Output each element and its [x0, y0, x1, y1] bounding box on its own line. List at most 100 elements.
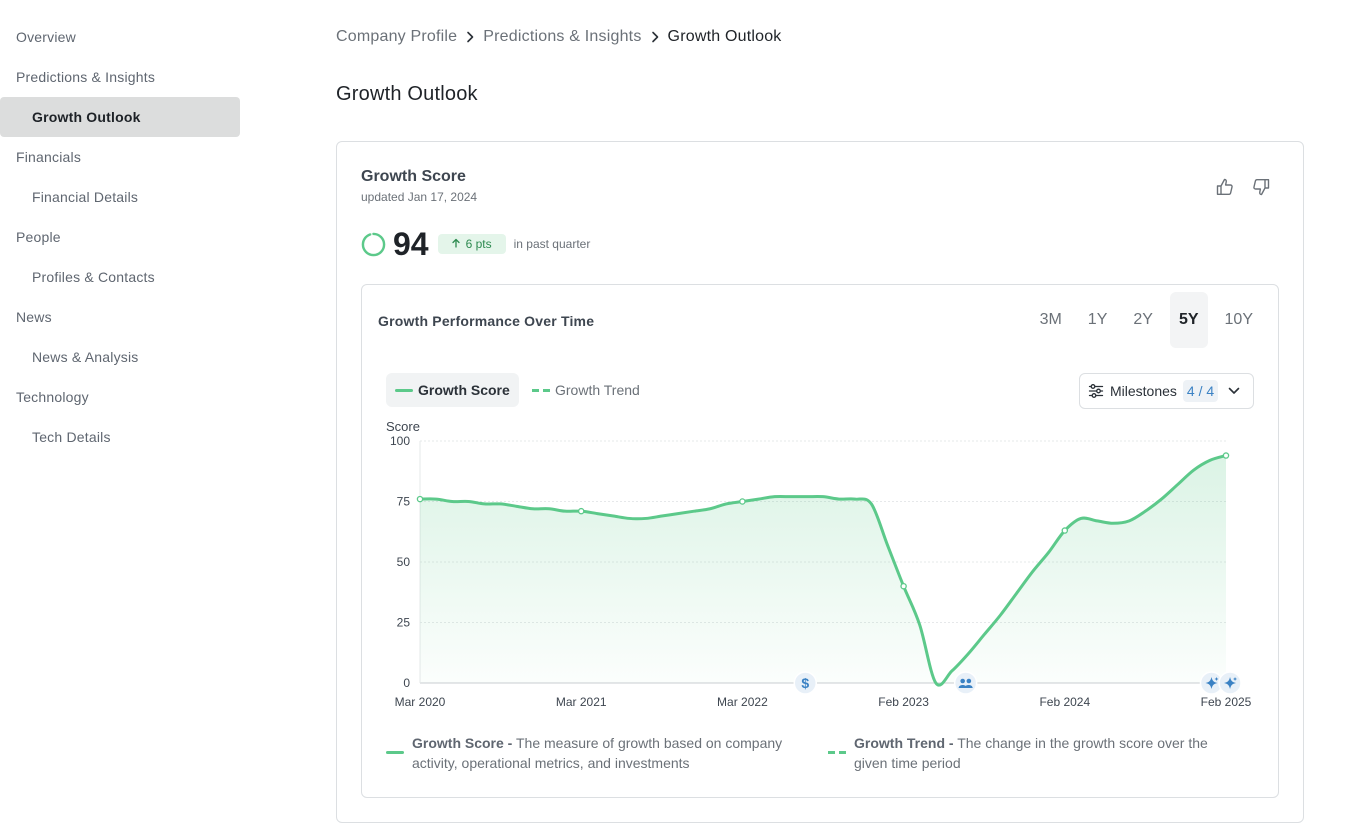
sidebar-item-tech-details[interactable]: Tech Details	[0, 417, 240, 457]
milestone-sparkle-icon[interactable]	[1218, 671, 1242, 695]
footer-trend-title: Growth Trend -	[854, 735, 954, 751]
sidebar-item-label: Profiles & Contacts	[32, 269, 155, 285]
y-axis-label: Score	[386, 419, 420, 434]
growth-score-card: Growth Score updated Jan 17, 2024 94 6 p…	[336, 141, 1304, 823]
growth-score-chart: Score 0 25 50 75 100 $ Mar 2020 Mar 2021 Mar 2…	[386, 419, 1252, 709]
data-point	[739, 498, 746, 505]
legend-swatch-dashed	[532, 388, 550, 392]
range-tab-5y[interactable]: 5Y	[1169, 292, 1208, 348]
sidebar-item-label: Predictions & Insights	[16, 69, 156, 85]
person-body	[958, 685, 973, 688]
footer-trend-desc: The change in the growth score over the …	[854, 735, 1208, 771]
milestone-sparkle-icon[interactable]	[1199, 671, 1224, 695]
milestones-label: Milestones	[1110, 383, 1177, 399]
thumbs-down-icon[interactable]	[1249, 175, 1273, 199]
range-tab-10y[interactable]: 10Y	[1224, 311, 1253, 328]
footer-score-title: Growth Score -	[412, 735, 513, 751]
milestones-count: 4 / 4	[1182, 380, 1219, 402]
person-head	[960, 678, 965, 684]
updated-date: updated Jan 17, 2024	[361, 190, 478, 204]
x-tick-label: Feb 2025	[1201, 695, 1252, 709]
sparkle-glyph	[1224, 677, 1237, 689]
score-ring-icon	[361, 232, 386, 256]
breadcrumb-link-company-profile[interactable]: Company Profile	[336, 28, 458, 45]
milestone-people-icon[interactable]	[953, 671, 978, 695]
footer-swatch-solid	[386, 751, 404, 754]
legend-label: Growth Score	[418, 382, 510, 398]
sidebar-item-news[interactable]: News	[0, 297, 240, 337]
x-tick-label: Feb 2023	[878, 695, 929, 709]
person-head	[966, 678, 972, 684]
sidebar-item-label: Overview	[16, 29, 76, 45]
sidebar-item-growth-outlook[interactable]: Growth Outlook	[0, 97, 240, 137]
footer-legend-score: Growth Score - The measure of growth bas…	[412, 733, 812, 773]
chevron-right-icon	[650, 31, 660, 43]
sidebar-item-label: News	[16, 309, 52, 325]
legend-label: Growth Trend	[555, 382, 640, 398]
footer-legend-trend: Growth Trend - The change in the growth …	[854, 733, 1244, 773]
chevron-right-icon	[465, 31, 475, 43]
x-tick-label: Feb 2024	[1039, 695, 1090, 709]
legend-toggle-growth-score[interactable]: Growth Score	[386, 373, 519, 407]
sidebar-item-label: Financials	[16, 149, 82, 165]
sparkle-glyph-small	[1233, 677, 1238, 681]
x-tick-label: Mar 2021	[556, 695, 607, 709]
range-tab-3m[interactable]: 3M	[1039, 311, 1062, 328]
data-point	[1222, 452, 1230, 459]
range-tabs: 3M 1Y 2Y 5Y 10Y	[1023, 292, 1262, 348]
delta-value: 6 pts	[465, 237, 492, 251]
x-tick-label: Mar 2022	[717, 695, 768, 709]
milestone-dollar-icon[interactable]: $	[793, 671, 818, 695]
delta-note: in past quarter	[513, 237, 591, 251]
y-tick-label: 100	[390, 434, 410, 448]
growth-score-area	[420, 455, 1226, 686]
sidebar-item-people[interactable]: People	[0, 217, 240, 257]
score-value: 94	[393, 225, 429, 262]
sidebar: Overview Predictions & Insights Growth O…	[0, 0, 240, 840]
data-point	[577, 507, 585, 515]
milestones-dropdown[interactable]: Milestones 4 / 4	[1079, 373, 1254, 409]
data-point	[1061, 527, 1069, 534]
sidebar-item-profiles-contacts[interactable]: Profiles & Contacts	[0, 257, 240, 297]
card-title: Growth Score	[361, 168, 466, 185]
y-tick-label: 25	[397, 616, 411, 630]
sidebar-item-predictions-insights[interactable]: Predictions & Insights	[0, 57, 240, 97]
footer-score-desc: The measure of growth based on company a…	[412, 735, 783, 771]
thumbs-up-icon[interactable]	[1213, 175, 1237, 199]
y-tick-label: 0	[403, 676, 410, 690]
chart-title: Growth Performance Over Time	[378, 313, 595, 329]
legend-toggle-growth-trend[interactable]: Growth Trend	[532, 373, 640, 407]
data-point	[416, 495, 424, 503]
sidebar-item-financial-details[interactable]: Financial Details	[0, 177, 240, 217]
x-tick-label: Mar 2020	[395, 695, 446, 709]
arrow-up-icon	[451, 237, 460, 251]
y-tick-label: 75	[397, 495, 411, 509]
footer-swatch-dashed	[828, 751, 846, 754]
score-row: 94 6 pts in past quarter	[361, 226, 590, 262]
sparkle-glyph-small	[1214, 677, 1219, 681]
sidebar-item-technology[interactable]: Technology	[0, 377, 240, 417]
sidebar-item-label: Growth Outlook	[32, 109, 141, 125]
sidebar-item-label: News & Analysis	[32, 349, 139, 365]
milestone-badge	[953, 671, 978, 695]
chevron-down-icon	[1228, 387, 1240, 395]
dollar-glyph: $	[801, 675, 809, 691]
growth-score-line	[418, 454, 1228, 687]
sliders-icon	[1088, 383, 1104, 399]
breadcrumb: Company Profile Predictions & Insights G…	[336, 26, 782, 48]
legend-swatch-solid	[395, 388, 413, 392]
chart-panel: Growth Performance Over Time 3M 1Y 2Y 5Y…	[361, 284, 1279, 798]
sidebar-item-financials[interactable]: Financials	[0, 137, 240, 177]
page-title: Growth Outlook	[336, 83, 478, 105]
sidebar-item-label: Tech Details	[32, 429, 111, 445]
milestone-badge	[793, 671, 818, 695]
range-tab-2y[interactable]: 2Y	[1133, 311, 1153, 328]
data-point	[900, 582, 907, 590]
sparkle-glyph	[1205, 677, 1218, 689]
sidebar-item-news-analysis[interactable]: News & Analysis	[0, 337, 240, 377]
breadcrumb-link-predictions[interactable]: Predictions & Insights	[483, 28, 642, 45]
score-delta-badge: 6 pts	[437, 234, 506, 254]
sidebar-item-label: Technology	[16, 389, 89, 405]
range-tab-1y[interactable]: 1Y	[1087, 311, 1108, 328]
sidebar-item-overview[interactable]: Overview	[0, 17, 240, 57]
